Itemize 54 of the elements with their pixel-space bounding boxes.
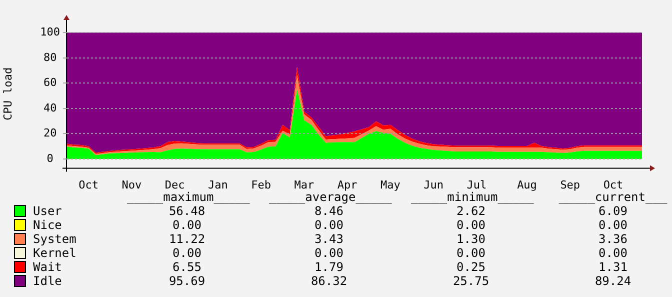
x-tick-label: Jan (208, 178, 228, 192)
text: 8.46 (314, 204, 344, 218)
legend-label: Wait (33, 260, 63, 274)
text: 0.00 (314, 218, 344, 232)
text: 0.00 (598, 246, 628, 260)
legend-label: Nice (33, 218, 63, 232)
y-tick-label: 40 (43, 101, 57, 114)
text: 0.00 (172, 246, 202, 260)
text: 1.31 (598, 260, 628, 274)
text: 95.69 (168, 274, 206, 288)
text: _____current___ (558, 190, 668, 204)
text: 86.32 (310, 274, 348, 288)
x-tick-label: Oct (78, 178, 98, 192)
legend-label: User (33, 204, 63, 218)
text: 0.00 (172, 218, 202, 232)
legend-label: System (33, 232, 78, 246)
text: 0.25 (456, 260, 486, 274)
x-tick-label: May (380, 178, 401, 192)
text: 2.62 (456, 204, 486, 218)
text: 25.75 (452, 274, 490, 288)
text: 89.24 (594, 274, 632, 288)
text: _____average_____ (269, 190, 392, 204)
text: 0.00 (456, 218, 486, 232)
x-tick-label: Dec (164, 178, 185, 192)
y-tick-label: 0 (46, 152, 54, 165)
x-tick-label: Sep (560, 178, 580, 192)
text: 6.55 (172, 260, 202, 274)
text: 1.79 (314, 260, 344, 274)
text: 1.30 (456, 232, 486, 246)
text: _____maximum_____ (127, 190, 250, 204)
text: 3.43 (314, 232, 344, 246)
x-tick-label: Jun (424, 178, 444, 192)
legend-label: Idle (33, 274, 63, 288)
text: 56.48 (168, 204, 206, 218)
text: 0.00 (456, 246, 486, 260)
y-tick-label: 100 (40, 25, 60, 38)
y-tick-label: 20 (43, 126, 57, 140)
x-tick-label: Mar (294, 178, 314, 192)
legend-label: Kernel (33, 246, 78, 260)
y-tick-label: 80 (43, 50, 57, 64)
x-tick-label: Oct (603, 178, 624, 192)
text: 0.00 (314, 246, 344, 260)
text: 11.22 (168, 232, 206, 246)
x-tick-label: Jul (466, 178, 487, 192)
text: 3.36 (598, 232, 628, 246)
text: 0.00 (598, 218, 628, 232)
x-tick-label: Feb (251, 178, 271, 192)
text: 6.09 (598, 204, 628, 218)
x-tick-label: Aug (517, 178, 537, 192)
x-tick-label: Nov (122, 178, 142, 192)
x-tick-label: Apr (337, 178, 358, 192)
text: _____minimum_____ (411, 190, 534, 204)
y-axis-title: CPU load (1, 67, 14, 120)
y-tick-label: 60 (43, 76, 57, 90)
